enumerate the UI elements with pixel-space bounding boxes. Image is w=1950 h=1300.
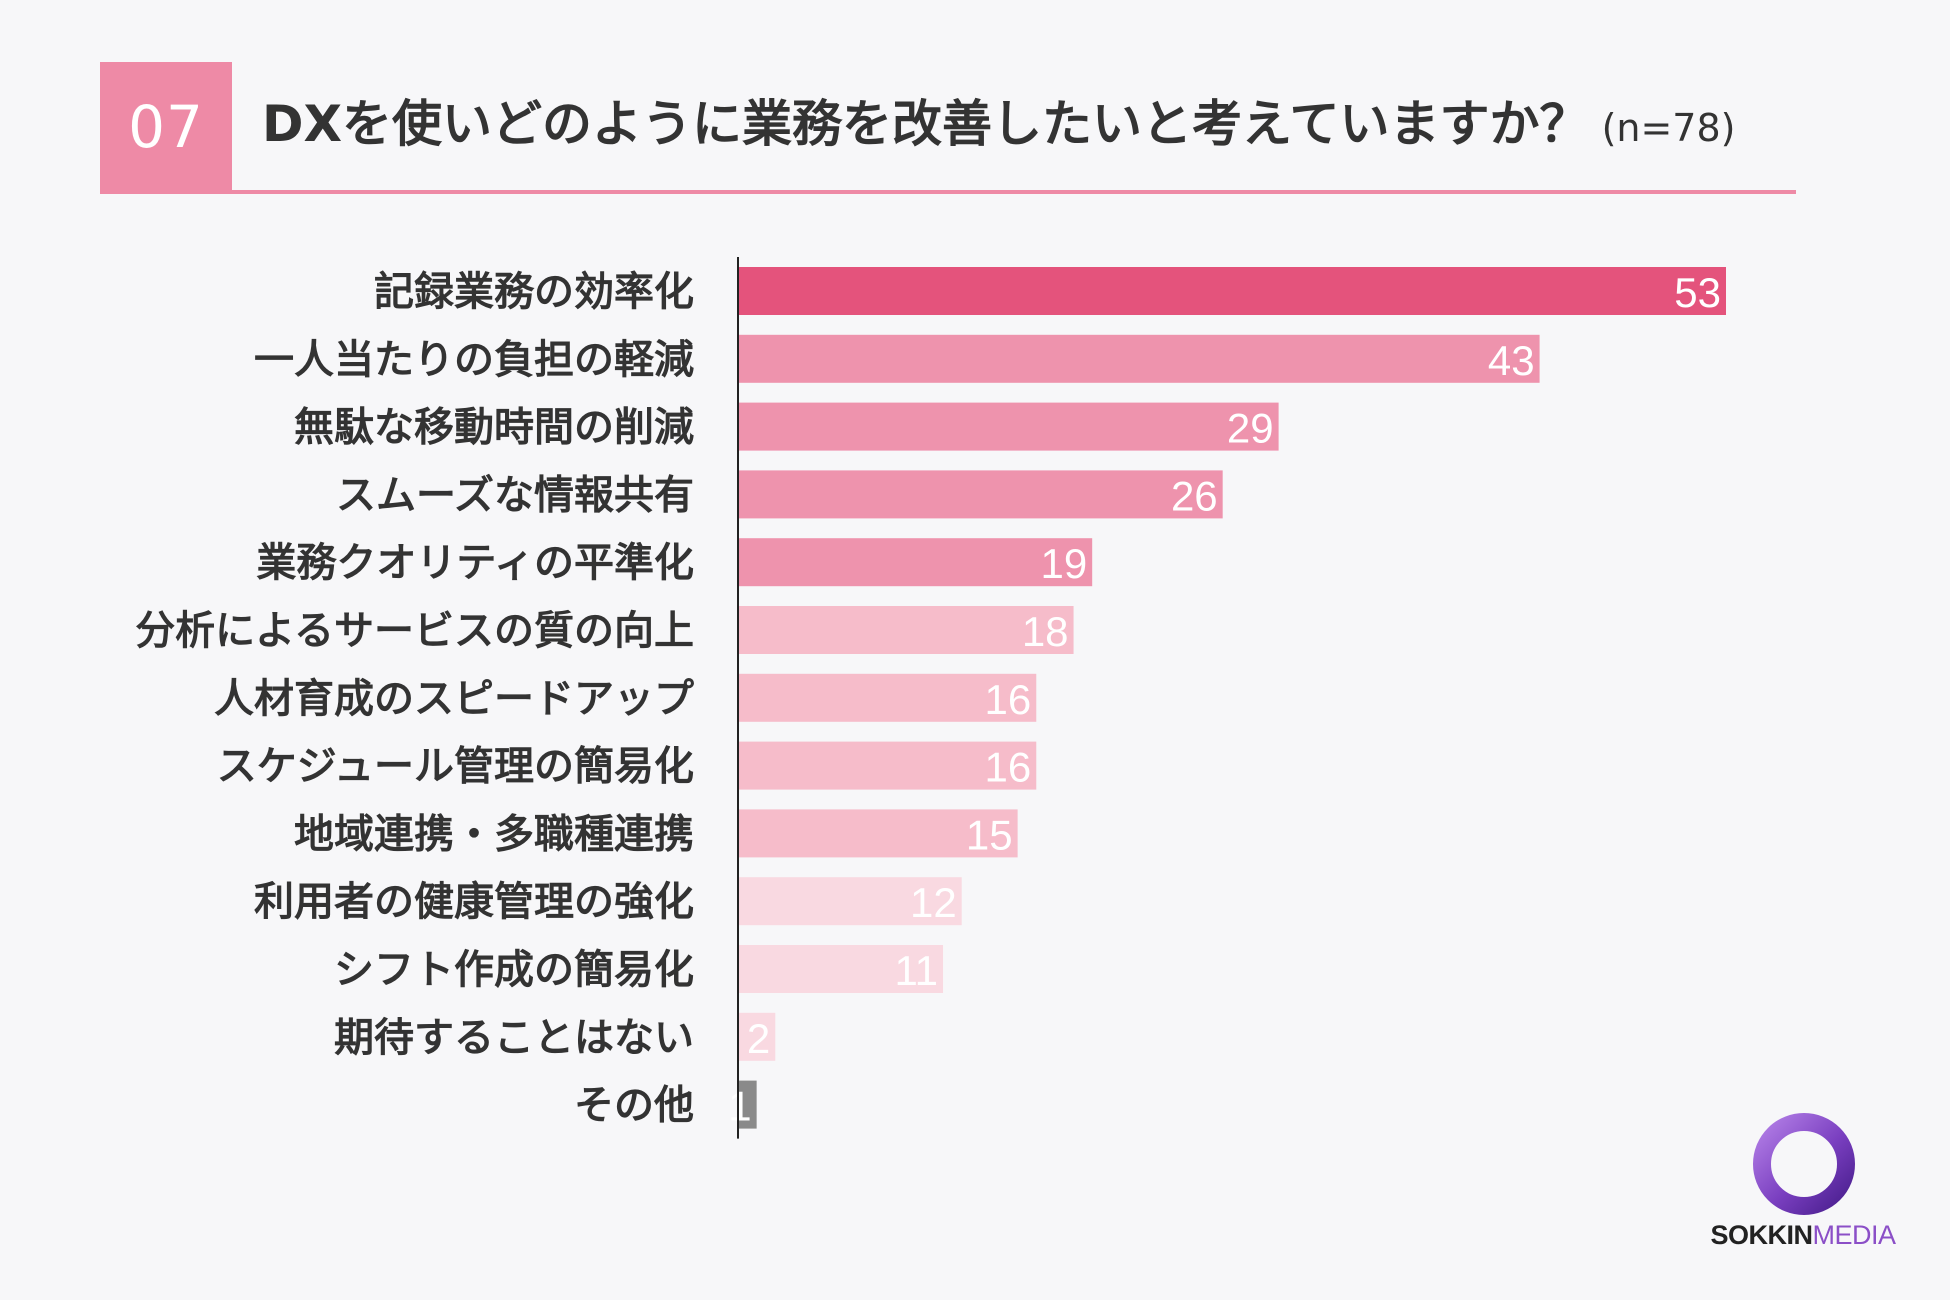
sokkin-media-logo: SOKKINMEDIA [1698,1100,1908,1260]
value-label: 16 [985,744,1032,791]
category-label: 地域連携・多職種連携 [294,811,694,857]
bar [738,1080,757,1129]
category-label: シフト作成の簡易化 [334,947,694,993]
logo-ring-icon [1753,1113,1855,1215]
category-label: 期待することはない [334,1015,694,1061]
bar [738,945,944,993]
category-label: 無駄な移動時間の削減 [294,405,694,451]
bar [738,673,1037,722]
category-label: 業務クオリティの平準化 [256,540,694,586]
category-label: 一人当たりの負担の軽減 [254,337,694,383]
category-label: 記録業務の効率化 [374,269,694,315]
bar [738,606,1074,654]
category-label: その他 [574,1083,694,1129]
category-label: 分析によるサービスの質の向上 [135,608,694,654]
value-label: 2 [747,1015,770,1062]
bar [738,538,1093,587]
bar [738,809,1018,858]
category-label: 利用者の健康管理の強化 [254,879,694,925]
value-label: 15 [966,811,1013,858]
value-label: 16 [985,676,1032,723]
category-label: 人材育成のスピードアップ [214,676,694,722]
value-label: 11 [894,947,938,994]
category-label: スムーズな情報共有 [336,472,694,518]
category-labels: 記録業務の効率化一人当たりの負担の軽減無駄な移動時間の削減スムーズな情報共有業務… [135,269,694,1129]
header-divider [100,190,1796,194]
value-label: 43 [1488,337,1535,384]
value-label: 12 [910,879,957,926]
value-label: 18 [1022,608,1069,655]
bar [738,741,1037,790]
bar [738,470,1223,519]
value-label: 19 [1040,540,1087,587]
bar [738,267,1726,315]
bar [738,1012,776,1061]
value-label: 1 [728,1083,751,1130]
bar [738,334,1540,383]
logo-wordmark: SOKKINMEDIA [1698,1220,1908,1251]
question-title: DXを使いどのように業務を改善したいと考えていますか？ [262,95,1590,153]
value-label: 29 [1227,405,1274,452]
sample-size: (n=78) [1601,106,1736,150]
logo-text-light: MEDIA [1812,1220,1897,1250]
bar [738,877,962,926]
logo-text-bold: SOKKIN [1710,1220,1813,1250]
value-label: 53 [1674,269,1721,316]
bars [738,267,1726,1129]
bar [738,402,1279,451]
value-label: 26 [1171,472,1218,519]
question-number-badge: 07 [100,62,232,192]
category-label: スケジュール管理の簡易化 [217,744,694,790]
question-header: DXを使いどのように業務を改善したいと考えていますか？ (n=78) [262,84,1736,168]
